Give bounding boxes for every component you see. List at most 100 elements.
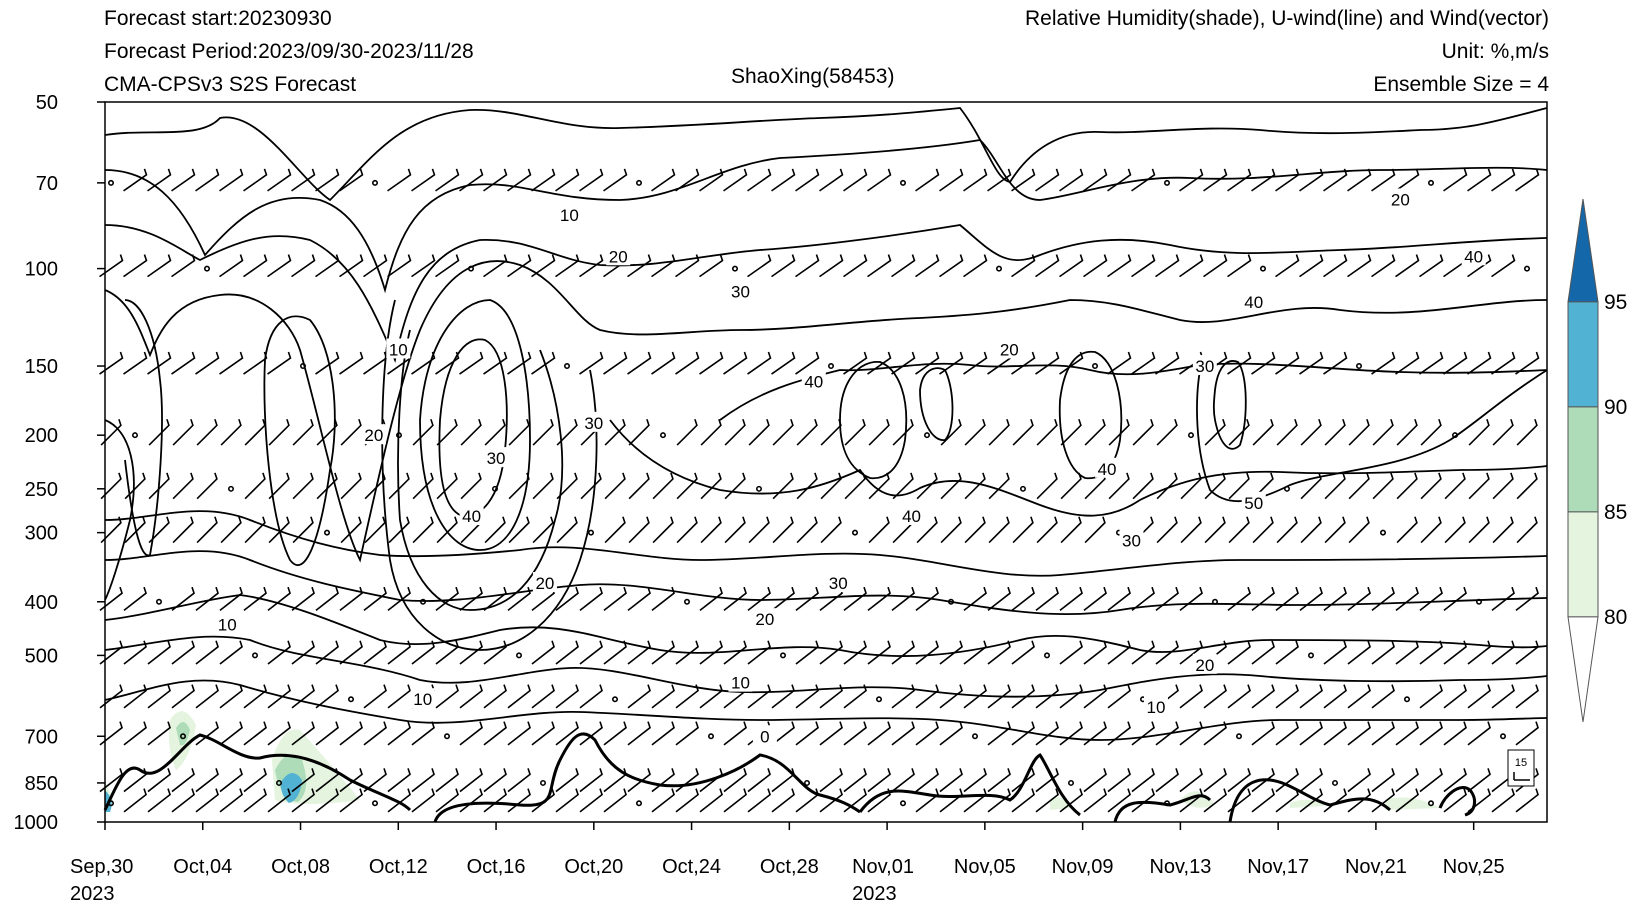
wind-barb (628, 516, 650, 544)
contour-label-bg (606, 245, 631, 266)
y-tick-label: 250 (25, 479, 58, 501)
wind-barb (1036, 472, 1058, 500)
wind-barb (219, 351, 244, 375)
wind-barb (1371, 721, 1395, 746)
wind-barb (963, 168, 988, 192)
wind-barb (843, 586, 867, 612)
wind-barb (243, 254, 268, 278)
wind-barb (843, 788, 867, 813)
wind-barb (315, 168, 340, 192)
wind-barb (627, 586, 651, 612)
wind-barb (123, 586, 147, 612)
wind-barb (1035, 586, 1059, 612)
colorbar-segment (1567, 198, 1599, 303)
wind-barb (1155, 768, 1179, 793)
wind-barb (1203, 721, 1227, 746)
wind-barb (1251, 640, 1275, 665)
wind-barb (508, 516, 530, 544)
wind-barb (652, 516, 674, 544)
wind-barb (1035, 788, 1059, 813)
wind-barb (1227, 640, 1251, 665)
wind-barb (1491, 788, 1515, 813)
wind-barb (99, 768, 123, 793)
wind-barb (1515, 168, 1540, 192)
wind-barb (1323, 721, 1347, 746)
wind-barb (204, 265, 211, 272)
wind-barb (579, 586, 603, 612)
wind-barb (1491, 640, 1515, 665)
contour-label: 30 (1195, 357, 1214, 376)
u-wind-contour (104, 635, 1548, 698)
wind-barb (843, 684, 867, 709)
wind-barb (1396, 419, 1418, 446)
wind-barb (1300, 419, 1322, 446)
wind-barb (220, 419, 242, 446)
wind-barb (1083, 768, 1107, 793)
contour-label: 10 (731, 674, 750, 693)
wind-barb (315, 640, 339, 665)
wind-barb (1060, 419, 1082, 446)
wind-barb (1108, 472, 1130, 500)
contour-label: 30 (1122, 532, 1141, 551)
wind-barb (1035, 254, 1060, 278)
wind-barb (947, 598, 954, 605)
wind-barb (1467, 640, 1491, 665)
wind-barb (539, 779, 546, 786)
wind-barb (796, 516, 818, 544)
wind-barb (676, 472, 698, 500)
wind-barb (483, 721, 507, 746)
wind-barb (364, 516, 386, 544)
wind-barb (627, 254, 652, 278)
wind-barb (483, 168, 508, 192)
contour-label: 10 (1146, 698, 1165, 717)
wind-barb (939, 351, 964, 375)
wind-barb (171, 254, 196, 278)
wind-barb (699, 640, 723, 665)
wind-barb (916, 472, 938, 500)
wind-barb (1108, 419, 1130, 446)
wind-barb (459, 721, 483, 746)
wind-barb (1260, 265, 1267, 272)
wind-barb (555, 721, 579, 746)
wind-barb (819, 788, 843, 813)
wind-barb (1180, 472, 1202, 500)
wind-barb (1132, 472, 1154, 500)
wind-barb (652, 472, 674, 500)
wind-barb (1419, 721, 1443, 746)
wind-barb (243, 768, 267, 793)
wind-barb (699, 254, 724, 278)
wind-barb (1371, 586, 1395, 612)
wind-barb (627, 721, 651, 746)
contour-label-bg (484, 447, 509, 468)
wind-barb (772, 419, 794, 446)
wind-barb (1252, 516, 1274, 544)
x-tick-label: Oct,04 (173, 856, 232, 878)
wind-barb (315, 721, 339, 746)
wind-barb (891, 768, 915, 793)
contour-label: 20 (755, 610, 774, 629)
x-tick-label: Oct,12 (369, 856, 428, 878)
wind-barb (843, 721, 867, 746)
contour-label-bg (1192, 355, 1217, 376)
wind-barb (1164, 800, 1171, 807)
wind-barb (819, 168, 844, 192)
wind-barb (123, 168, 148, 192)
wind-barb (627, 640, 651, 665)
x-tick-label: Oct,20 (564, 856, 623, 878)
wind-barb (1467, 351, 1492, 375)
wind-barb (651, 788, 675, 813)
wind-barb (963, 351, 988, 375)
wind-barb (291, 586, 315, 612)
x-tick-label: Oct,16 (467, 856, 526, 878)
wind-barb (940, 472, 962, 500)
wind-barb (1059, 168, 1084, 192)
wind-barb (195, 586, 219, 612)
wind-barb (195, 768, 219, 793)
contour-label-bg (459, 505, 484, 526)
wind-barb (819, 768, 843, 793)
wind-barb (1284, 485, 1291, 492)
wind-barb (1059, 586, 1083, 612)
wind-barb (411, 768, 435, 793)
u-wind-contour (104, 594, 1548, 657)
wind-barb (796, 419, 818, 446)
